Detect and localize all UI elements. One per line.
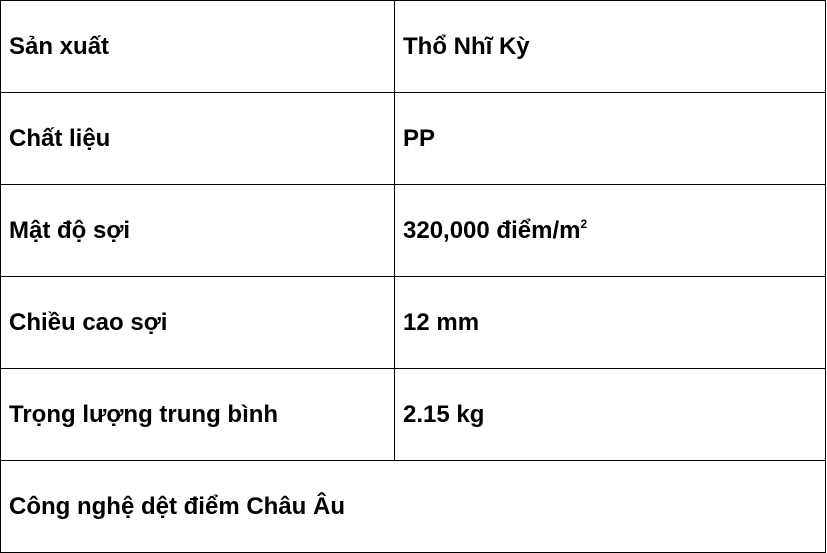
- table-row: Mật độ sợi 320,000 điểm/m2: [0, 184, 826, 277]
- row-value: PP: [394, 92, 826, 185]
- row-label: Mật độ sợi: [0, 184, 395, 277]
- footer-cell: Công nghệ dệt điểm Châu Âu: [0, 460, 826, 553]
- row-value: 320,000 điểm/m2: [394, 184, 826, 277]
- table-row: Công nghệ dệt điểm Châu Âu: [0, 460, 826, 553]
- row-label: Trọng lượng trung bình: [0, 368, 395, 461]
- table-row: Chất liệu PP: [0, 92, 826, 185]
- row-label: Sản xuất: [0, 0, 395, 93]
- row-label: Chiều cao sợi: [0, 276, 395, 369]
- density-value: 320,000 điểm/m: [403, 216, 581, 244]
- row-value: Thổ Nhĩ Kỳ: [394, 0, 826, 93]
- superscript: 2: [580, 216, 588, 231]
- row-value: 12 mm: [394, 276, 826, 369]
- table-row: Sản xuất Thổ Nhĩ Kỳ: [0, 0, 826, 93]
- table-row: Chiều cao sợi 12 mm: [0, 276, 826, 369]
- row-label: Chất liệu: [0, 92, 395, 185]
- row-value: 2.15 kg: [394, 368, 826, 461]
- table-row: Trọng lượng trung bình 2.15 kg: [0, 368, 826, 461]
